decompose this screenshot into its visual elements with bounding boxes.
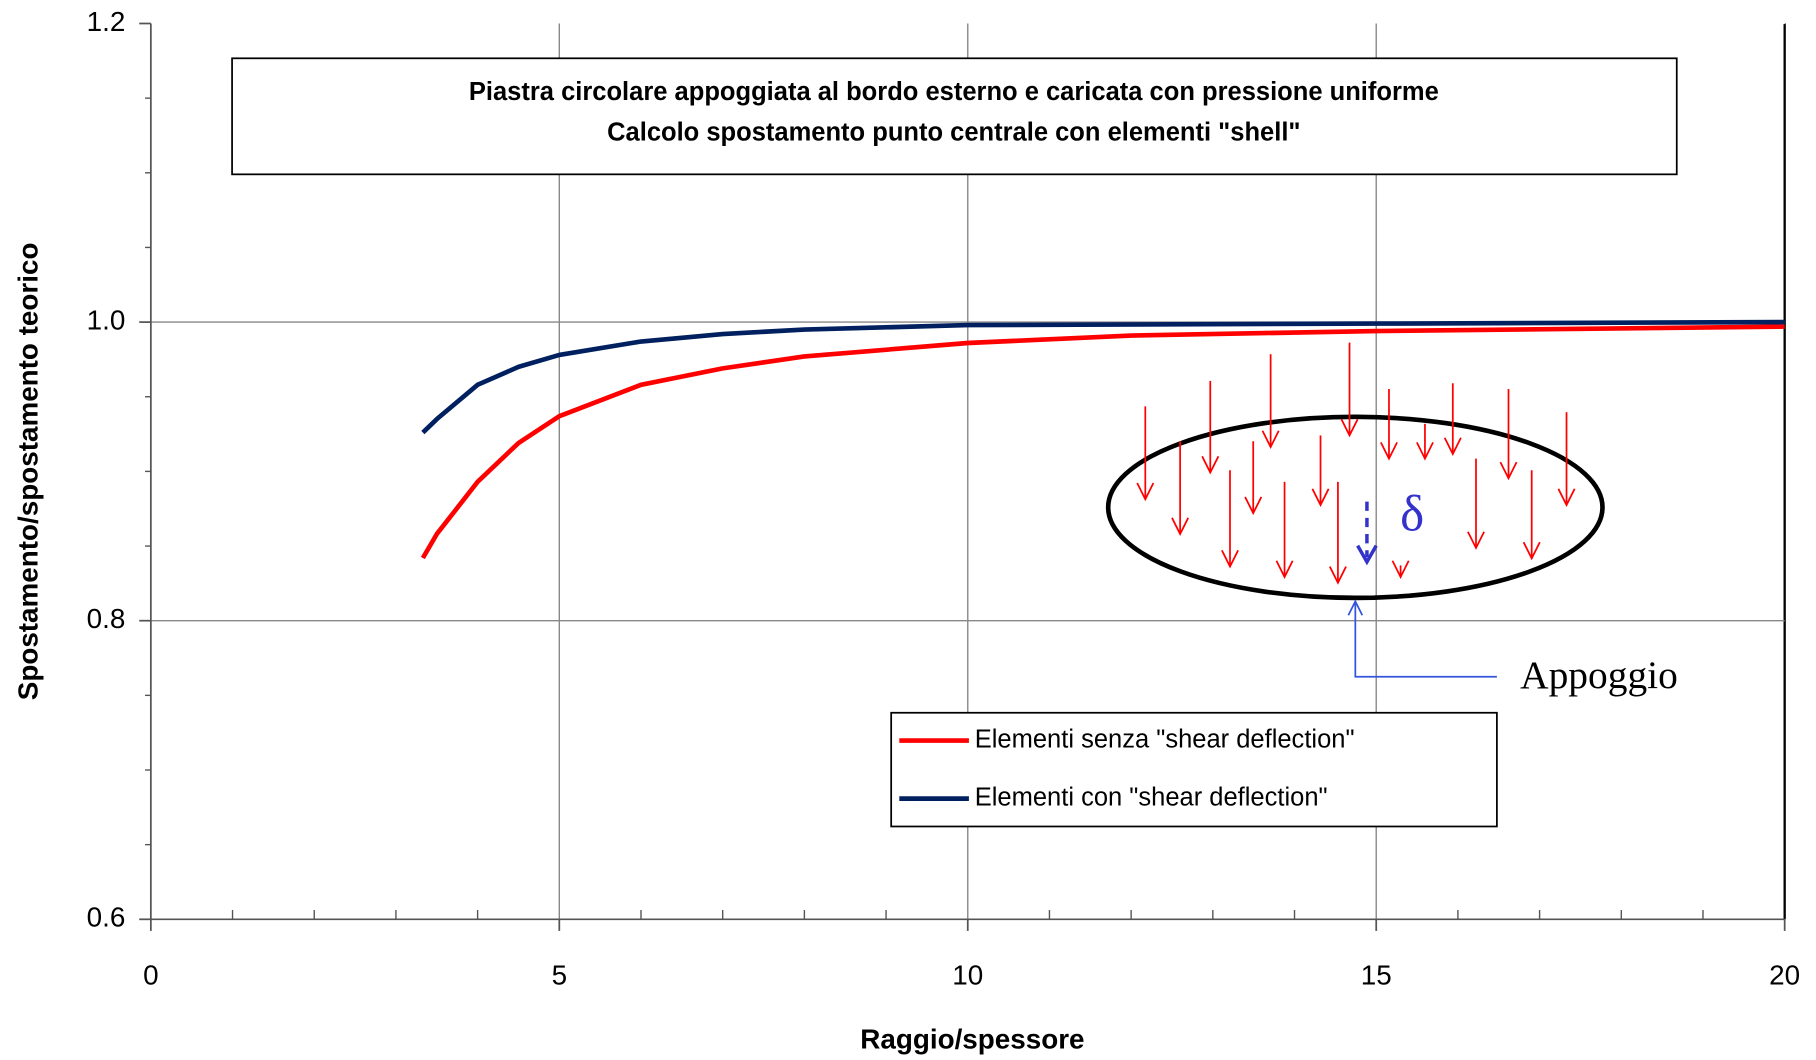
legend: Elementi senza "shear deflection" Element… (899, 725, 1355, 811)
pressure-arrowhead (1275, 560, 1294, 579)
x-tick-label: 0 (143, 960, 158, 991)
x-tick-label: 20 (1769, 960, 1800, 991)
legend-label: Elementi con "shear deflection" (975, 783, 1328, 811)
pressure-arrowhead (1416, 442, 1434, 461)
x-tick-label: 10 (952, 960, 983, 991)
y-tick-label: 0.6 (87, 902, 126, 933)
title-box (231, 57, 1678, 176)
pressure-arrowhead (1443, 437, 1462, 456)
pressure-arrowhead (1311, 488, 1330, 507)
x-tick-label: 5 (552, 960, 567, 991)
x-axis-title: Raggio/spessore (860, 1024, 1084, 1055)
delta-label: δ (1400, 487, 1424, 543)
pressure-arrowhead (1499, 461, 1518, 481)
legend-box (890, 711, 1498, 828)
support-leader-head (1347, 599, 1364, 616)
pressure-arrowhead (1391, 560, 1410, 579)
legend-label: Elementi senza "shear deflection" (975, 725, 1355, 753)
pressure-arrowhead (1136, 482, 1155, 502)
pressure-arrowhead (1221, 549, 1239, 569)
series-line (420, 324, 1785, 560)
pressure-arrowhead (1329, 566, 1347, 585)
y-tick-label: 1.0 (87, 304, 126, 335)
pressure-arrowhead (1522, 541, 1541, 561)
y-tick-label: 1.2 (87, 6, 126, 37)
pressure-arrowhead (1340, 418, 1359, 438)
pressure-arrows (1136, 342, 1576, 585)
support-label: Appoggio (1520, 653, 1678, 697)
pressure-arrowhead (1201, 455, 1220, 475)
pressure-arrowhead (1467, 531, 1485, 550)
deflection-arrowhead (1356, 544, 1378, 566)
pressure-arrowhead (1557, 488, 1576, 507)
pressure-arrowhead (1261, 430, 1280, 449)
chart-title: Piastra circolare appoggiata al bordo es… (469, 78, 1439, 106)
support-leader (1354, 602, 1497, 678)
pressure-arrowhead (1171, 517, 1190, 537)
grid: 0.6 0.8 1.0 1.2 0 5 10 15 20 (87, 6, 1801, 991)
plate-diagram: δ Appoggio (1105, 342, 1678, 697)
pressure-arrowhead (1380, 442, 1398, 461)
x-tick-label: 15 (1361, 960, 1392, 991)
pressure-arrowhead (1244, 496, 1263, 516)
y-axis-title: Spostamento/spostamento teorico (13, 243, 44, 701)
chart-subtitle: Calcolo spostamento punto centrale con e… (607, 118, 1300, 146)
series-line (421, 319, 1785, 435)
y-tick-label: 0.8 (87, 603, 126, 634)
series (420, 319, 1785, 560)
plate-outline (1105, 414, 1605, 601)
